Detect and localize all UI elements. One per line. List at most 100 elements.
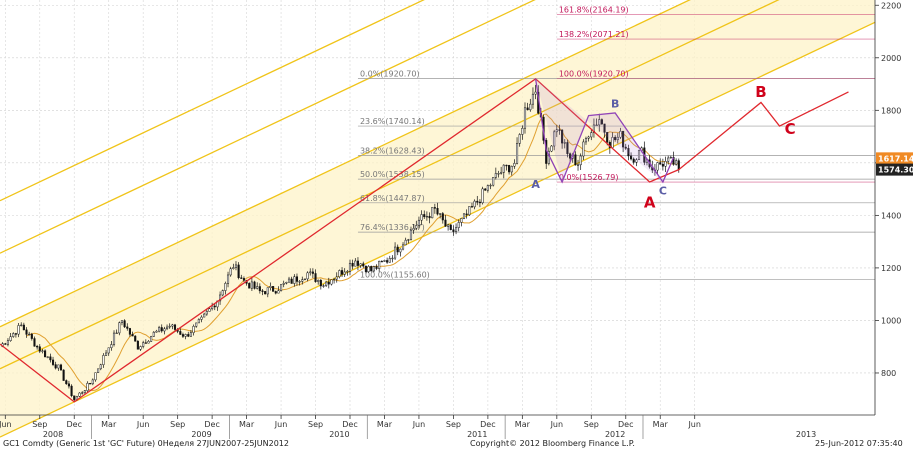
x-month-label: Mar — [377, 420, 393, 429]
candle-body — [12, 333, 15, 337]
candle-body — [523, 107, 527, 129]
candle-body — [83, 390, 86, 393]
candle-body — [81, 392, 84, 394]
candle-body — [335, 276, 338, 280]
candle-body — [152, 331, 155, 337]
candle-body — [455, 227, 458, 232]
price-tag-box — [876, 152, 913, 165]
candle-body — [582, 141, 585, 157]
candle-body — [184, 334, 187, 337]
candle-body — [314, 273, 317, 282]
candle-body — [266, 287, 269, 295]
channel-line — [0, 0, 691, 328]
candle-body — [301, 279, 304, 282]
x-axis: Jun Sep Dec Mar Jun Sep Dec Mar Jun Sep Dec Mar Jun S… — [0, 414, 875, 439]
candle-body — [404, 239, 407, 246]
candle-body — [97, 368, 100, 373]
candle-body — [534, 91, 537, 95]
candle-body — [179, 331, 182, 335]
candle-body — [473, 200, 476, 208]
candle-body — [558, 129, 561, 131]
candle-body — [221, 290, 224, 296]
x-month-label: Jun — [550, 420, 564, 429]
x-month-label: Dec — [342, 420, 357, 429]
x-month-label: Jun — [274, 420, 288, 429]
candle-body — [492, 177, 495, 186]
candle-body — [136, 340, 139, 350]
candle-body — [494, 173, 497, 178]
candle-body — [163, 328, 166, 332]
candle-body — [630, 155, 633, 160]
candle-body — [242, 278, 245, 281]
candle-body — [447, 224, 450, 227]
candle-body — [144, 342, 147, 344]
x-month-label: Sep — [308, 420, 323, 429]
candle-body — [94, 372, 97, 381]
ext-label: 100.0%(1920.70) — [559, 70, 629, 79]
candle-body — [248, 283, 251, 289]
candle-body — [269, 286, 272, 288]
candle-body — [375, 266, 378, 269]
candle-body — [253, 281, 256, 289]
price-tag-box — [876, 163, 913, 176]
x-year-label: 2011 — [467, 430, 487, 439]
candle-body — [614, 137, 617, 141]
candle-body — [396, 246, 399, 253]
candle-body — [306, 272, 309, 280]
candle-body — [49, 356, 52, 361]
x-month-label: Mar — [101, 420, 117, 429]
candle-body — [78, 392, 81, 397]
candle-body — [17, 325, 20, 335]
candle-body — [553, 131, 556, 147]
candle-body — [219, 294, 222, 302]
y-tick-label: 800 — [881, 369, 896, 378]
candle-body — [311, 271, 314, 274]
candle-body — [391, 257, 394, 260]
candle-body — [579, 155, 582, 166]
pattern-label: C — [659, 184, 667, 197]
channel-line — [0, 0, 536, 254]
candle-body — [261, 290, 264, 292]
candle-body — [409, 229, 413, 240]
candle-body — [115, 332, 118, 334]
candle-body — [280, 284, 283, 291]
candle-body — [521, 127, 524, 135]
candles — [1, 84, 680, 402]
candle-body — [367, 266, 370, 272]
candle-body — [277, 290, 280, 294]
candle-body — [168, 325, 171, 328]
y-axis: 80010001200140016001800200022001617.1415… — [874, 0, 913, 415]
candle-body — [36, 346, 39, 348]
candle-body — [513, 163, 516, 167]
ext-label: 138.2%(2071.21) — [559, 30, 629, 39]
candle-body — [569, 153, 572, 159]
fib-lines: 0.0%(1920.70) 23.6%(1740.14) 38.2%(1628.43… — [357, 6, 875, 280]
candle-body — [378, 260, 381, 269]
candle-body — [203, 313, 206, 318]
candle-body — [120, 320, 124, 323]
candle-body — [505, 164, 508, 167]
candle-body — [22, 324, 25, 331]
candle-body — [637, 150, 641, 161]
x-month-label: Jun — [687, 420, 701, 429]
candle-body — [592, 124, 595, 133]
x-month-label: Jun — [412, 420, 426, 429]
candle-body — [343, 271, 346, 275]
candle-body — [6, 340, 9, 345]
candle-body — [258, 286, 261, 292]
candle-body — [516, 143, 519, 164]
candle-body — [123, 320, 126, 328]
candle-body — [417, 219, 420, 226]
candle-body — [677, 160, 680, 170]
channel-line — [0, 0, 425, 202]
candle-body — [436, 208, 439, 215]
candle-body — [118, 322, 121, 334]
candle-body — [433, 207, 436, 209]
candle-body — [25, 329, 28, 335]
candle-body — [529, 103, 532, 111]
footer-center: Copyright© 2012 Bloomberg Finance L.P. — [470, 439, 635, 448]
candle-body — [372, 266, 375, 272]
candle-body — [290, 278, 293, 284]
candle-body — [478, 201, 481, 204]
candle-body — [574, 154, 577, 166]
